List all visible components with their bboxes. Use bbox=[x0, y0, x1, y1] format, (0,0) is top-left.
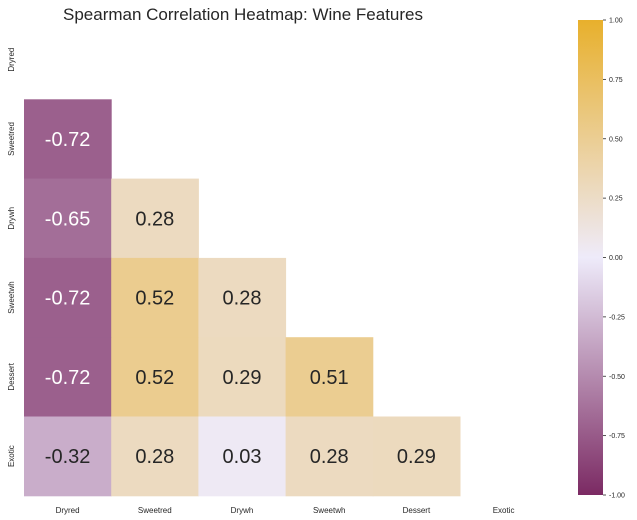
y-tick-label: Sweetred bbox=[7, 122, 16, 156]
heatmap-cell bbox=[24, 99, 112, 180]
x-tick-label: Exotic bbox=[493, 506, 515, 515]
colorbar-tick-label: 0.75 bbox=[609, 77, 623, 84]
heatmap-cell bbox=[198, 337, 287, 417]
cell-label: -0.32 bbox=[45, 446, 91, 468]
x-tick-label: Sweetwh bbox=[313, 506, 345, 515]
cell-label: 0.29 bbox=[223, 367, 262, 389]
cell-label: -0.72 bbox=[45, 288, 91, 310]
y-axis-ticks: Dryred Sweetred Drywh Sweetwh Dessert Exotic bbox=[7, 48, 16, 467]
cell-label: 0.28 bbox=[135, 446, 174, 468]
colorbar-tick-label: -0.50 bbox=[609, 374, 625, 381]
colorbar-tick-label: -0.75 bbox=[609, 433, 625, 440]
cell-label: 0.28 bbox=[310, 446, 349, 468]
cell-label: 0.51 bbox=[310, 367, 349, 389]
heatmap-cells bbox=[24, 99, 461, 497]
colorbar-tick-label: -0.25 bbox=[609, 314, 625, 321]
colorbar bbox=[578, 20, 603, 495]
y-tick-label: Sweetwh bbox=[7, 281, 16, 313]
heatmap-cell bbox=[198, 257, 287, 338]
colorbar-tick-label: 0.25 bbox=[609, 196, 623, 203]
x-tick-label: Dessert bbox=[403, 506, 431, 515]
cell-annotations: -0.72 -0.65 0.28 -0.72 0.52 0.28 -0.72 0.52 0.29… bbox=[45, 129, 436, 468]
heatmap-cell bbox=[24, 416, 112, 497]
cell-label: -0.65 bbox=[45, 208, 91, 230]
x-axis-ticks: Dryred Sweetred Drywh Sweetwh Dessert Exotic bbox=[56, 506, 515, 515]
y-tick-label: Exotic bbox=[7, 445, 16, 467]
cell-label: 0.52 bbox=[135, 288, 174, 310]
y-tick-label: Dryred bbox=[7, 48, 16, 72]
chart-title: Spearman Correlation Heatmap: Wine Featu… bbox=[63, 5, 423, 24]
cell-label: -0.72 bbox=[45, 129, 91, 151]
heatmap-cell bbox=[24, 257, 112, 338]
heatmap-cell bbox=[198, 416, 287, 497]
colorbar-tick-label: 1.00 bbox=[609, 18, 623, 25]
colorbar-tick-label: -1.00 bbox=[609, 493, 625, 500]
x-tick-label: Drywh bbox=[231, 506, 254, 515]
colorbar-ticks: 1.00 0.75 0.50 0.25 0.00 -0.25 -0.50 -0.75 -1.00 bbox=[603, 18, 625, 500]
x-tick-label: Dryred bbox=[56, 506, 80, 515]
cell-label: 0.28 bbox=[223, 288, 262, 310]
y-tick-label: Dessert bbox=[7, 362, 16, 390]
heatmap-cell bbox=[285, 416, 374, 497]
colorbar-tick-label: 0.00 bbox=[609, 255, 623, 262]
cell-label: 0.52 bbox=[135, 367, 174, 389]
heatmap-cell bbox=[372, 416, 461, 497]
colorbar-tick-label: 0.50 bbox=[609, 136, 623, 143]
cell-label: -0.72 bbox=[45, 367, 91, 389]
heatmap-cell bbox=[24, 178, 112, 259]
cell-label: 0.28 bbox=[135, 208, 174, 230]
heatmap-cell bbox=[24, 337, 112, 417]
y-tick-label: Drywh bbox=[7, 207, 16, 230]
heatmap-cell bbox=[111, 337, 199, 417]
heatmap-cell bbox=[111, 416, 199, 497]
heatmap-cell bbox=[111, 257, 199, 338]
x-tick-label: Sweetred bbox=[138, 506, 172, 515]
heatmap-cell bbox=[285, 337, 374, 417]
cell-label: 0.29 bbox=[397, 446, 436, 468]
heatmap-cell bbox=[111, 178, 199, 259]
cell-label: 0.03 bbox=[223, 446, 262, 468]
